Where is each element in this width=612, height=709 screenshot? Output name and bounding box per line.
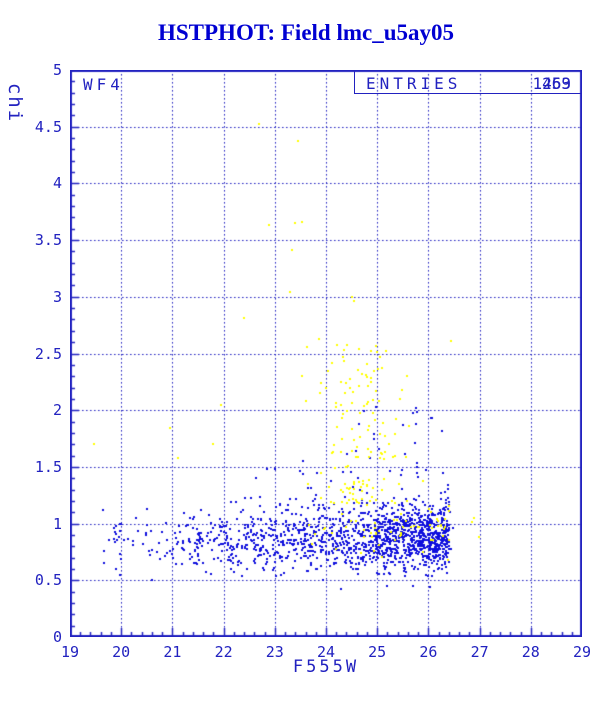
y-tick-label: 2 xyxy=(52,401,62,420)
y-tick-label: 0.5 xyxy=(34,571,62,590)
y-tick-label: 5 xyxy=(52,61,62,79)
x-tick-label: 21 xyxy=(163,643,182,661)
x-tick-label: 19 xyxy=(60,643,80,661)
y-tick-label: 4 xyxy=(52,174,62,193)
y-tick-label: 1.5 xyxy=(34,457,62,476)
y-tick-label: 0 xyxy=(52,628,62,646)
scatter-canvas xyxy=(70,70,582,637)
y-tick-label: 1 xyxy=(52,514,62,533)
detector-annotation: WF4 xyxy=(83,75,124,94)
x-tick-label: 24 xyxy=(316,643,336,661)
y-tick-label: 2.5 xyxy=(34,344,62,363)
x-tick-label: 26 xyxy=(419,643,438,661)
entries-count: 1463 xyxy=(532,74,571,93)
x-tick-label: 23 xyxy=(265,643,284,661)
y-tick-label: 3 xyxy=(52,287,62,306)
y-tick-label: 3.5 xyxy=(34,231,62,250)
y-tick-label: 4.5 xyxy=(34,117,62,136)
plot-area: WF4 xyxy=(70,70,582,637)
x-tick-label: 22 xyxy=(214,643,233,661)
x-axis-title: F555W xyxy=(292,657,360,677)
x-tick-label: 28 xyxy=(521,643,540,661)
stats-box: ENTRIES 1463 259 xyxy=(354,70,582,94)
x-tick-label: 25 xyxy=(368,643,387,661)
x-tick-label: 29 xyxy=(572,643,592,661)
x-tick-label: 20 xyxy=(112,643,131,661)
x-tick-label: 27 xyxy=(470,643,489,661)
page-title: HSTPHOT: Field lmc_u5ay05 xyxy=(157,20,455,45)
entries-count: 259 xyxy=(542,74,571,93)
stats-box-label: ENTRIES xyxy=(366,74,462,93)
